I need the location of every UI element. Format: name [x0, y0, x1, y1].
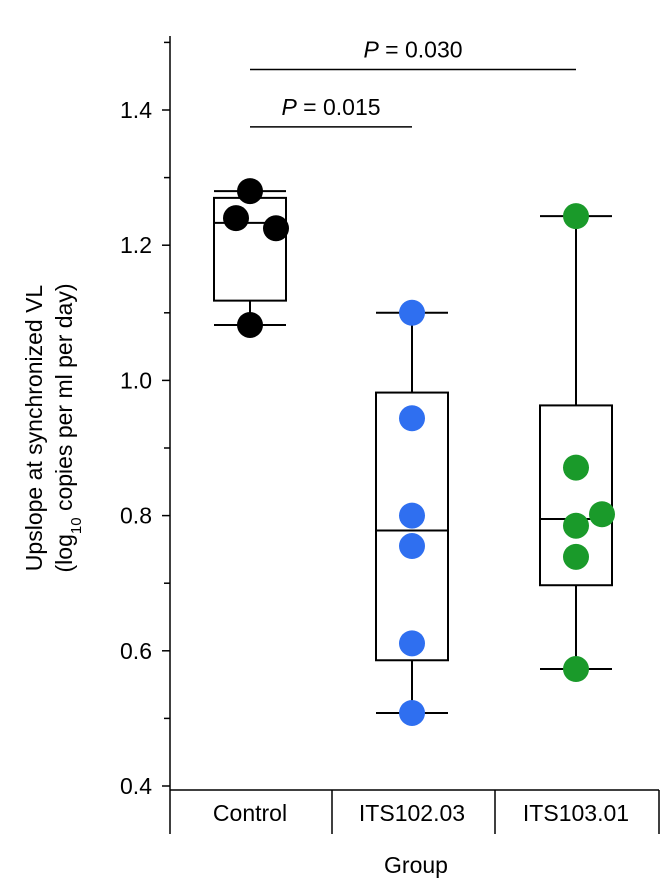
category-label: Control: [213, 800, 287, 826]
data-point: [399, 699, 425, 726]
x-axis-title: Group: [384, 852, 448, 878]
axes: [169, 36, 660, 834]
data-point: [563, 454, 589, 481]
data-point: [563, 543, 589, 570]
category-label: ITS103.01: [523, 800, 629, 826]
data-point: [589, 501, 615, 528]
y-tick-label: 0.4: [120, 773, 152, 799]
y-tick-label: 0.8: [120, 503, 152, 529]
data-point: [399, 533, 425, 560]
y-tick-label: 0.6: [120, 638, 152, 664]
y-tick-label: 1.0: [120, 367, 152, 393]
box-control: [213, 190, 287, 326]
iqr-box: [375, 391, 449, 662]
p-value-label: P = 0.030: [363, 36, 462, 62]
data-point: [399, 630, 425, 657]
iqr-box: [539, 404, 613, 587]
data-point: [237, 311, 263, 338]
p-value-label: P = 0.015: [281, 94, 380, 120]
category-label: ITS102.03: [359, 800, 465, 826]
y-axis-title-line1: Upslope at synchronized VL: [21, 285, 47, 572]
data-point: [563, 203, 589, 230]
data-point: [399, 502, 425, 529]
data-points: [223, 178, 615, 726]
box-its103-01: [539, 215, 613, 671]
y-tick-label: 1.2: [120, 232, 152, 258]
data-point: [563, 656, 589, 683]
data-point: [263, 215, 289, 242]
y-axis-title: Upslope at synchronized VL (log10 copies…: [21, 284, 85, 573]
data-point: [237, 178, 263, 205]
data-point: [399, 405, 425, 432]
y-tick-label: 1.4: [120, 97, 152, 123]
y-axis-ticks: 0.4 0.6 0.8 1.0 1.2 1.4: [120, 41, 170, 799]
data-point: [399, 299, 425, 326]
data-point: [223, 205, 249, 232]
category-labels: Control ITS102.03 ITS103.01: [213, 800, 629, 826]
y-axis-title-line2: (log10 copies per ml per day): [51, 284, 85, 573]
data-point: [563, 512, 589, 539]
significance-annotations: P = 0.030 P = 0.015: [250, 36, 576, 128]
